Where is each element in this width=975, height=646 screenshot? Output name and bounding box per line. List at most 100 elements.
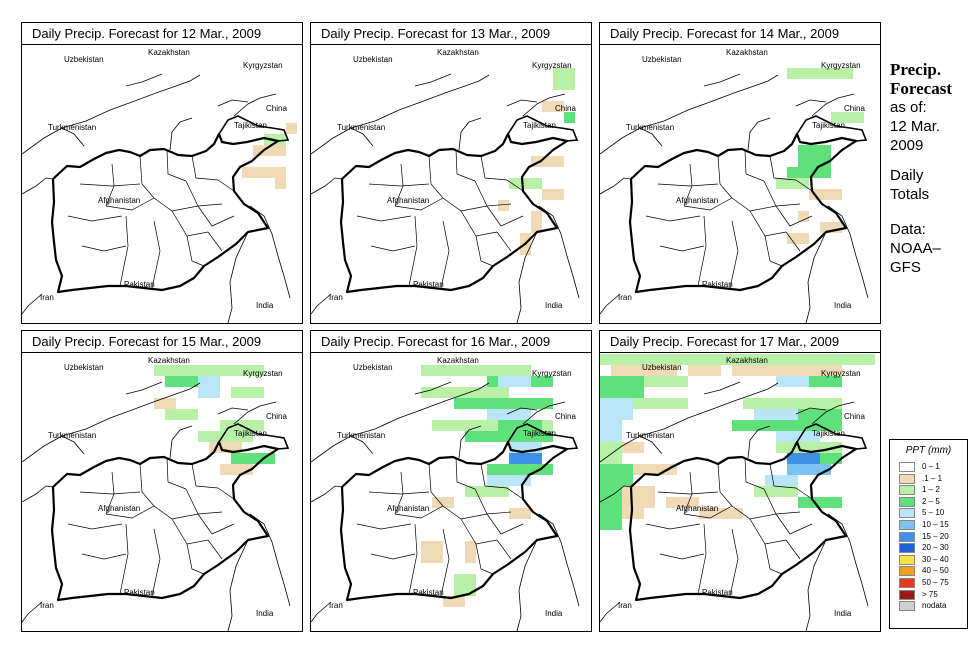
- province-border: [795, 487, 813, 500]
- legend-item: 2 – 5: [890, 496, 967, 508]
- legend-label: 30 – 40: [922, 554, 949, 564]
- precip-cell: [622, 486, 655, 508]
- precip-cell: [787, 167, 831, 178]
- province-border: [79, 183, 141, 187]
- boundary-line: [795, 99, 827, 107]
- precip-cell: [787, 68, 820, 79]
- boundary-line: [61, 127, 85, 147]
- precip-cell: [776, 442, 842, 453]
- country-label: Afghanistan: [98, 196, 140, 205]
- province-border: [785, 539, 801, 560]
- country-label: India: [545, 609, 563, 618]
- tajikistan-border: [218, 423, 290, 453]
- afghanistan-border: [339, 440, 569, 602]
- legend-swatch: [899, 601, 915, 612]
- precip-cell: [487, 464, 553, 475]
- precip-cell: [776, 178, 809, 189]
- country-label: India: [256, 609, 274, 618]
- precip-cell: [542, 101, 564, 112]
- province-border: [197, 205, 235, 227]
- precip-cell: [765, 475, 798, 486]
- province-border: [717, 463, 733, 507]
- precip-cell: [454, 574, 476, 596]
- legend-label: 2 – 5: [922, 496, 940, 506]
- precip-cell: [509, 508, 531, 519]
- province-border: [729, 528, 739, 597]
- province-border: [697, 215, 707, 287]
- country-label: Kazakhstan: [148, 356, 190, 365]
- country-label: Tajikistan: [523, 429, 556, 438]
- legend-title: PPT (mm): [905, 445, 952, 456]
- province-border: [139, 155, 155, 199]
- boundary-line: [747, 425, 771, 459]
- province-border: [440, 528, 450, 597]
- boundary-line: [538, 513, 580, 607]
- boundary-line: [600, 382, 779, 463]
- province-border: [139, 463, 155, 507]
- province-border: [171, 518, 209, 545]
- precip-cell: [154, 398, 176, 409]
- province-border: [151, 528, 161, 597]
- province-border: [67, 523, 123, 530]
- country-label: India: [545, 301, 563, 310]
- precip-cell: [600, 420, 622, 442]
- precip-cell: [820, 68, 853, 79]
- province-border: [408, 215, 418, 287]
- country-label: Pakistan: [124, 588, 155, 597]
- precip-cell: [798, 409, 842, 420]
- boundary-line: [795, 407, 827, 415]
- country-label: Turkmenistan: [337, 123, 385, 132]
- country-label: Uzbekistan: [64, 363, 104, 372]
- boundary-line: [233, 93, 277, 117]
- boundary-line: [217, 99, 249, 107]
- tajikistan-border: [796, 423, 868, 453]
- boundary-line: [227, 539, 249, 631]
- province-border: [645, 523, 701, 530]
- boundary-line: [827, 205, 869, 299]
- country-label: China: [555, 104, 576, 113]
- province-border: [657, 183, 719, 187]
- province-border: [151, 220, 161, 289]
- province-border: [785, 231, 801, 252]
- province-border: [81, 553, 127, 560]
- precip-cell: [798, 145, 831, 167]
- boundary-line: [61, 435, 85, 455]
- country-label: Iran: [40, 293, 54, 302]
- boundary-line: [506, 99, 538, 107]
- precip-cell: [633, 464, 677, 475]
- legend-label: nodata: [922, 601, 947, 611]
- precip-cell: [611, 365, 677, 376]
- boundary-line: [217, 407, 249, 415]
- precip-cell: [487, 409, 531, 420]
- precip-cell: [286, 123, 297, 134]
- boundary-line: [811, 93, 855, 117]
- country-label: Pakistan: [413, 588, 444, 597]
- precip-cells: [421, 365, 553, 607]
- country-label: Uzbekistan: [353, 55, 393, 64]
- precip-cell: [465, 541, 476, 563]
- boundary-line: [805, 539, 827, 631]
- tajikistan-border: [507, 115, 579, 145]
- province-border: [657, 491, 719, 495]
- precip-cell: [165, 409, 198, 420]
- legend-label: 0 – 1: [922, 462, 940, 471]
- province-border: [185, 488, 223, 515]
- province-border: [171, 210, 209, 237]
- province-border: [460, 518, 498, 545]
- country-label: Afghanistan: [676, 504, 718, 513]
- province-border: [775, 513, 813, 535]
- boundary-line: [311, 74, 490, 155]
- afghanistan-border: [339, 132, 569, 294]
- boundary-line: [414, 73, 452, 87]
- province-border: [480, 155, 508, 181]
- province-border: [749, 210, 787, 237]
- precip-cell: [253, 145, 286, 156]
- legend-swatch: [899, 554, 915, 565]
- boundary-line: [516, 231, 538, 323]
- country-label: Tajikistan: [234, 121, 267, 130]
- province-border: [506, 179, 524, 192]
- country-label: Tajikistan: [812, 429, 845, 438]
- precip-map: Uzbekistan Kazakhstan Kyrgyzstan China Tajik…: [22, 356, 291, 631]
- boundary-line: [311, 177, 343, 195]
